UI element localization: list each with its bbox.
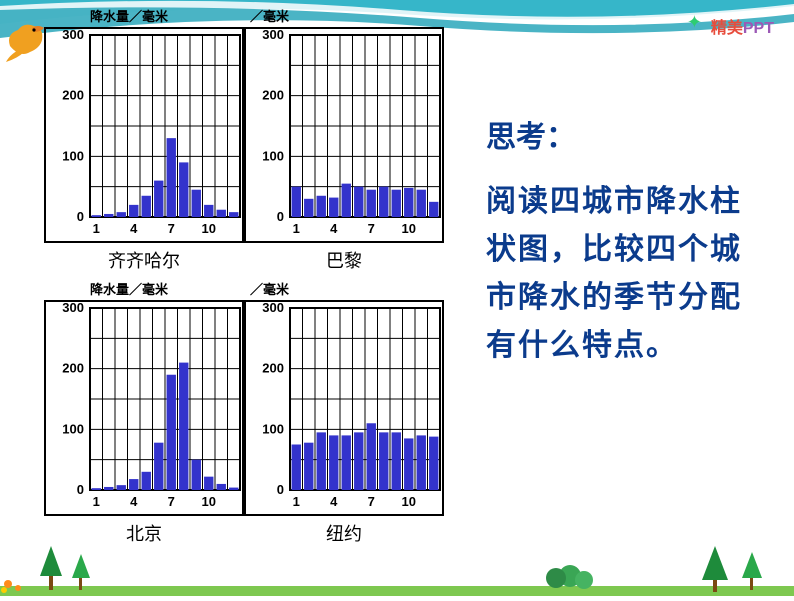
svg-text:1: 1 — [93, 494, 100, 509]
svg-text:300: 300 — [262, 302, 284, 315]
chart-cell-2: 降水量／毫米 010020030014710（月） 北京 — [44, 279, 244, 552]
y-axis-title: 降水量／毫米 — [90, 6, 168, 25]
watermark-part1: 精美 — [711, 20, 743, 37]
svg-text:0: 0 — [77, 482, 84, 497]
svg-text:0: 0 — [277, 482, 284, 497]
chart-cell-1: ／毫米 0 100 200 300 1 4 7 10 （月） 巴黎 — [244, 6, 444, 279]
charts-grid: 降水量／毫米 010020030014710（月） 齐齐哈尔 ／毫米 01002… — [44, 6, 444, 552]
svg-text:10: 10 — [202, 494, 216, 509]
svg-text:（月）: （月） — [238, 494, 242, 509]
svg-text:300: 300 — [62, 302, 84, 315]
svg-text:7: 7 — [368, 494, 375, 509]
svg-text:10: 10 — [402, 494, 416, 509]
city-label: 巴黎 — [326, 247, 362, 273]
y-axis-title: ／毫米 — [250, 279, 289, 298]
thought-title: 思考： — [486, 112, 766, 156]
city-label: 齐齐哈尔 — [108, 247, 180, 273]
svg-text:100: 100 — [262, 421, 284, 436]
svg-text:300: 300 — [262, 29, 284, 42]
svg-text:7: 7 — [168, 221, 175, 236]
svg-text:10: 10 — [402, 221, 416, 236]
svg-text:（月）: （月） — [438, 221, 442, 236]
thought-body: 阅读四城市降水柱状图，比较四个城市降水的季节分配有什么特点。 — [486, 178, 766, 370]
svg-text:0: 0 — [277, 209, 284, 224]
chart-plot: 0 100 200 300 1 4 7 10 （月） — [244, 300, 444, 516]
svg-text:（月）: （月） — [238, 221, 242, 236]
chart-cell-3: ／毫米 010020030014710（月） 纽约 — [244, 279, 444, 552]
svg-text:200: 200 — [62, 361, 84, 376]
chart-plot: 0 100 200 300 1 4 7 10 （月） — [244, 27, 444, 243]
chart-plot: 0 100 200 300 1 4 7 10 （月） — [44, 300, 244, 516]
svg-text:300: 300 — [62, 29, 84, 42]
svg-text:（月）: （月） — [438, 494, 442, 509]
y-axis-title: ／毫米 — [250, 6, 289, 25]
thought-block: 思考： 阅读四城市降水柱状图，比较四个城市降水的季节分配有什么特点。 — [486, 112, 766, 370]
y-axis-title: 降水量／毫米 — [90, 279, 168, 298]
svg-text:1: 1 — [293, 221, 300, 236]
svg-text:200: 200 — [262, 88, 284, 103]
svg-text:7: 7 — [168, 494, 175, 509]
svg-text:4: 4 — [330, 494, 338, 509]
svg-text:1: 1 — [93, 221, 100, 236]
svg-text:7: 7 — [368, 221, 375, 236]
svg-text:200: 200 — [262, 361, 284, 376]
svg-text:4: 4 — [130, 494, 138, 509]
watermark-part2: PPT — [743, 20, 774, 37]
bottom-decor — [0, 536, 794, 596]
svg-text:0: 0 — [77, 209, 84, 224]
svg-text:10: 10 — [202, 221, 216, 236]
bird-decor — [4, 18, 48, 62]
svg-text:4: 4 — [330, 221, 338, 236]
chart-plot: 0 100 200 300 1 4 7 10 （月） — [44, 27, 244, 243]
watermark: 精美PPT — [711, 14, 774, 38]
leaf-icon: ✦ — [687, 12, 702, 33]
svg-text:100: 100 — [262, 148, 284, 163]
chart-cell-0: 降水量／毫米 0 100 200 300 1 4 7 10 （月） 齐齐哈尔 — [44, 6, 244, 279]
svg-text:200: 200 — [62, 88, 84, 103]
svg-text:100: 100 — [62, 421, 84, 436]
svg-text:100: 100 — [62, 148, 84, 163]
svg-text:1: 1 — [293, 494, 300, 509]
svg-text:4: 4 — [130, 221, 138, 236]
